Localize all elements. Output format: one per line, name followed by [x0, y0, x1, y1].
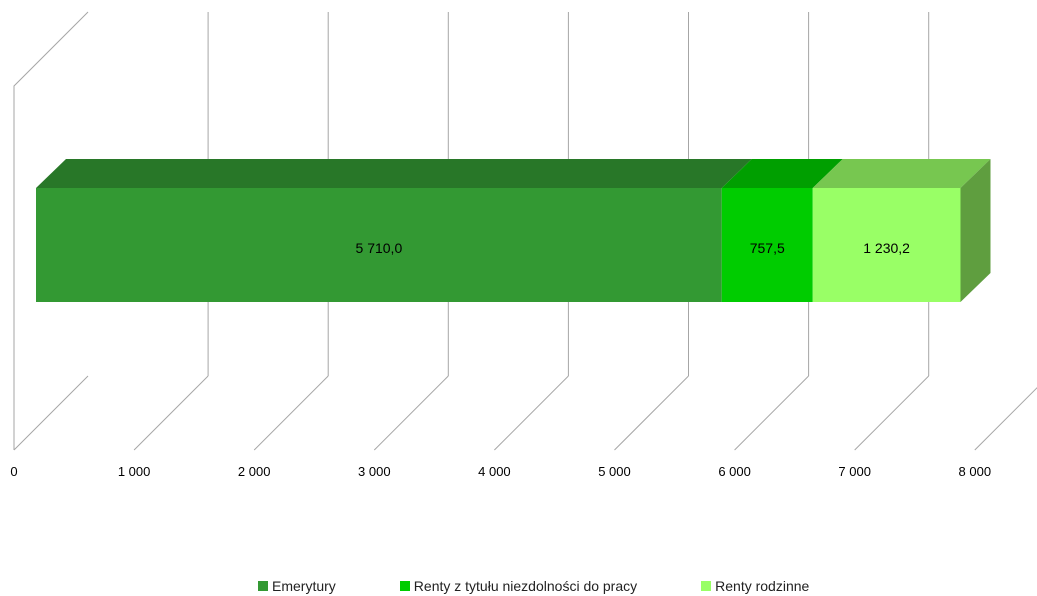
bar-segment — [36, 188, 722, 302]
floor-gridline — [13, 375, 89, 451]
x-tick-label: 1 000 — [118, 464, 151, 479]
floor-gridline — [734, 375, 809, 451]
data-labels: 5 710,0 757,5 1 230,2 — [356, 240, 911, 256]
x-axis-tick-labels: 0 1 000 2 000 3 000 4 000 5 000 6 000 7 000 8 00… — [10, 464, 991, 479]
floor-gridline — [614, 375, 689, 451]
bar-top-face — [36, 159, 752, 188]
x-tick-label: 3 000 — [358, 464, 391, 479]
legend-label: Emerytury — [272, 578, 336, 594]
floor-gridline — [253, 375, 329, 451]
x-tick-label: 8 000 — [959, 464, 992, 479]
data-label: 757,5 — [750, 240, 785, 256]
x-tick-label: 5 000 — [598, 464, 631, 479]
floor-gridline — [974, 387, 1037, 451]
legend-label: Renty z tytułu niezdolności do pracy — [413, 578, 638, 594]
x-tick-label: 7 000 — [838, 464, 871, 479]
floor-gridline — [133, 375, 209, 451]
legend-item: Emerytury — [258, 578, 336, 594]
bar-top-face — [721, 159, 843, 188]
floor-gridline — [854, 375, 930, 451]
x-tick-label: 0 — [10, 464, 17, 479]
chart-bars — [36, 159, 991, 302]
bar-segment — [812, 188, 961, 302]
legend: Emerytury Renty z tytułu niezdolności do … — [258, 576, 809, 596]
side-wall — [13, 11, 89, 450]
legend-item: Renty z tytułu niezdolności do pracy — [399, 578, 638, 594]
legend-item: Renty rodzinne — [701, 578, 809, 594]
bar-top-face — [812, 159, 991, 188]
bar-side-face — [960, 159, 991, 302]
legend-label: Renty rodzinne — [715, 578, 810, 594]
floor-gridline — [494, 375, 569, 451]
x-tick-label: 2 000 — [238, 464, 271, 479]
legend-swatch — [399, 581, 410, 591]
floor-gridline — [373, 375, 449, 451]
legend-swatch — [258, 581, 268, 591]
data-label: 5 710,0 — [356, 240, 403, 256]
x-tick-label: 6 000 — [718, 464, 751, 479]
x-tick-label: 4 000 — [478, 464, 511, 479]
data-label: 1 230,2 — [863, 240, 910, 256]
legend-swatch — [701, 581, 712, 591]
bar-segment — [721, 188, 813, 302]
